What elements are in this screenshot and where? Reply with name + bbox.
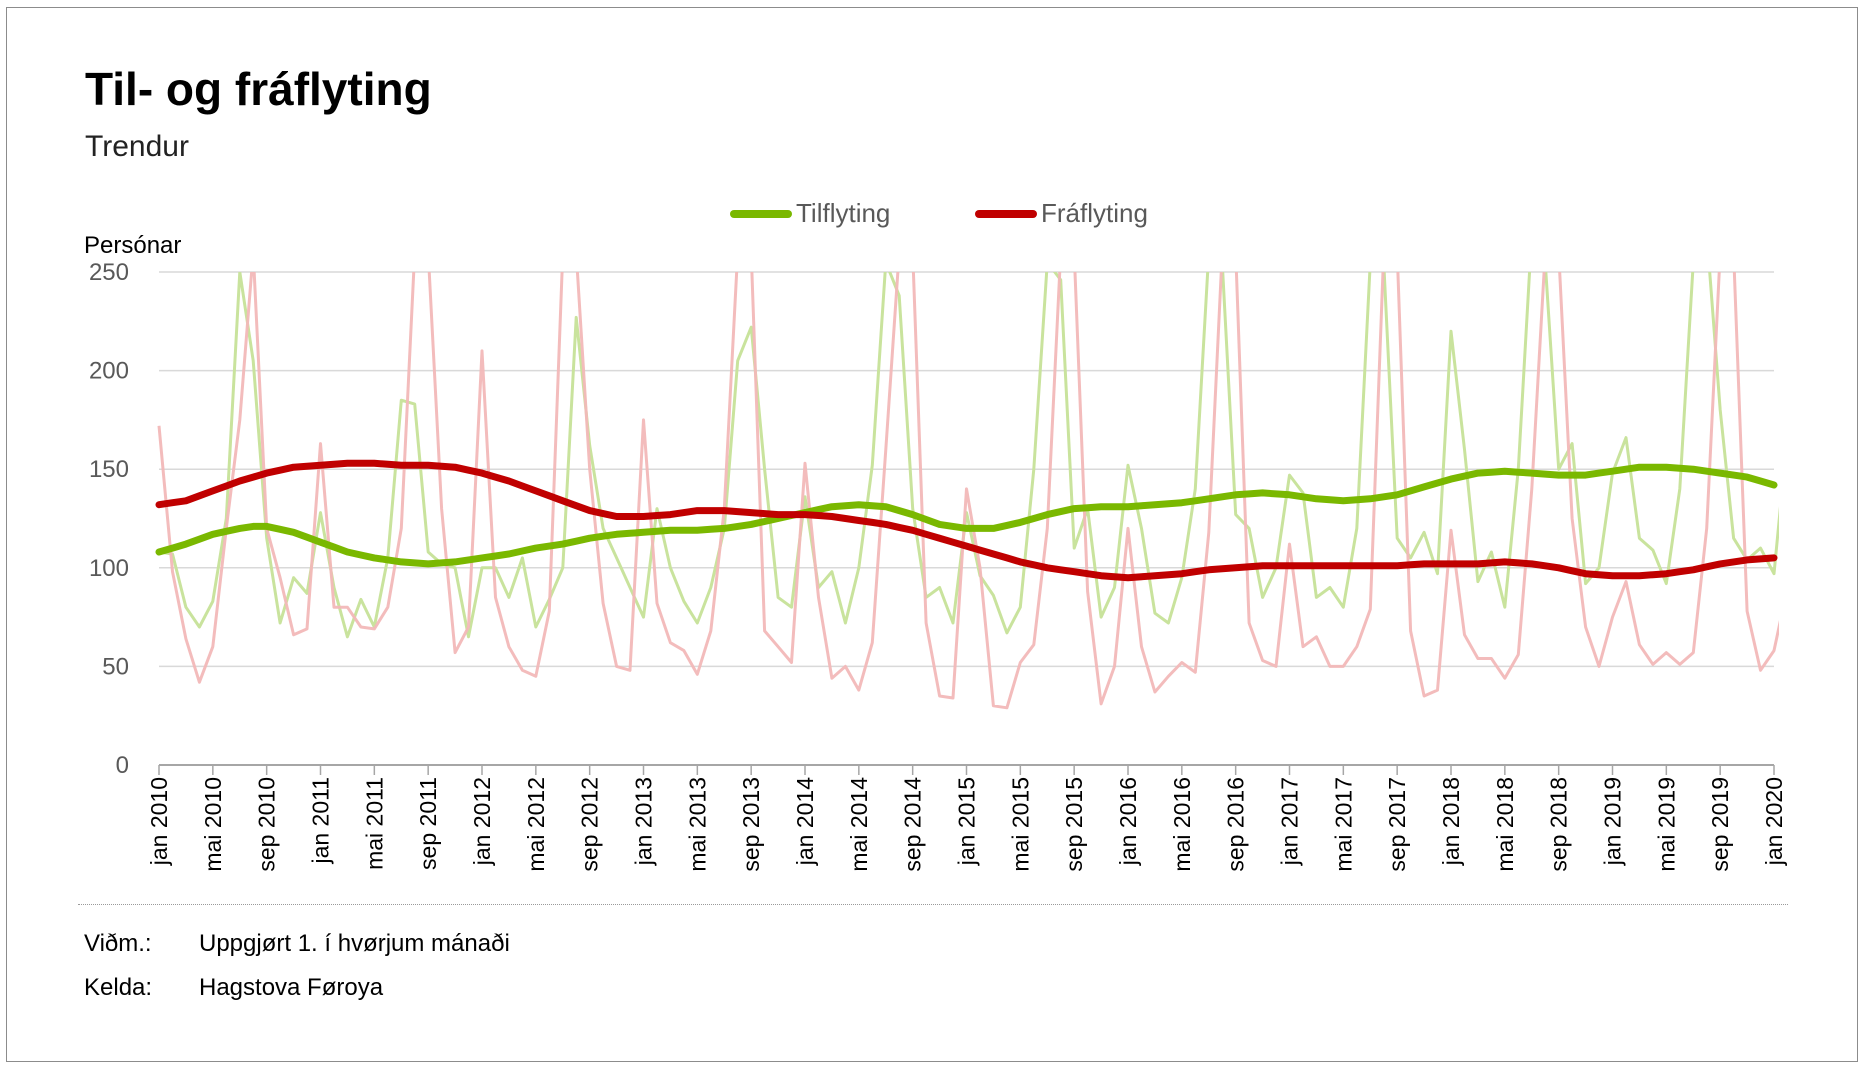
- legend-label-fraflyting: Fráflyting: [1041, 198, 1148, 228]
- footer-separator: [78, 904, 1788, 905]
- x-tick-label: mai 2018: [1492, 777, 1518, 872]
- x-tick-label: jan 2010: [146, 777, 172, 866]
- x-tick-label: jan 2013: [631, 777, 657, 866]
- note-key: Viðm.:: [84, 930, 152, 957]
- y-axis-label: Persónar: [84, 232, 182, 259]
- y-tick-label-50: 50: [102, 653, 129, 680]
- x-tick-label: mai 2016: [1169, 777, 1195, 872]
- legend-item-fraflyting[interactable]: Fráflyting: [975, 198, 1148, 229]
- x-tick-label: jan 2015: [954, 777, 980, 866]
- series-line-fraflyting-trend: [155, 459, 1778, 582]
- x-tick-label: jan 2012: [469, 777, 495, 866]
- source-key: Kelda:: [84, 974, 153, 1001]
- x-tick-label: sep 2012: [577, 777, 603, 872]
- x-tick-label: sep 2011: [415, 777, 441, 870]
- x-tick-label: jan 2011: [308, 777, 334, 865]
- y-tick-label-100: 100: [89, 555, 129, 582]
- note-value: Uppgjørt 1. í hvørjum mánaði: [199, 930, 510, 957]
- x-tick-label: sep 2017: [1384, 777, 1410, 872]
- x-tick-label: mai 2013: [684, 777, 710, 872]
- x-tick-label: sep 2015: [1061, 777, 1087, 872]
- x-tick-label: mai 2019: [1653, 777, 1679, 872]
- legend: Tilflyting Fráflyting: [0, 198, 1865, 238]
- x-tick-label: sep 2010: [254, 777, 280, 872]
- chart-title: Til- og fráflyting: [85, 63, 432, 115]
- y-tick-label-250: 250: [89, 259, 129, 286]
- x-tick-label: sep 2018: [1546, 777, 1572, 872]
- x-tick-label: mai 2011: [361, 777, 387, 870]
- x-tick-label: mai 2017: [1330, 777, 1356, 872]
- legend-label-tilflyting: Tilflyting: [796, 198, 891, 228]
- x-tick-label: sep 2014: [900, 777, 926, 872]
- x-tick-label: jan 2017: [1277, 777, 1303, 866]
- x-tick-label: jan 2020: [1761, 777, 1787, 866]
- x-tick-label: jan 2019: [1600, 777, 1626, 866]
- footer-source: Kelda: Hagstova Føroya: [84, 974, 383, 1002]
- y-tick-label-200: 200: [89, 358, 129, 385]
- chart-subtitle: Trendur: [85, 130, 189, 163]
- x-tick-label: mai 2010: [200, 777, 226, 872]
- x-tick-label: jan 2018: [1438, 777, 1464, 866]
- x-tick-label: sep 2013: [738, 777, 764, 872]
- y-tick-label-150: 150: [89, 456, 129, 483]
- legend-swatch-fraflyting: [975, 209, 1037, 218]
- x-tick-label: sep 2019: [1707, 777, 1733, 872]
- source-value: Hagstova Føroya: [199, 974, 384, 1001]
- series-line-tilflyting-trend: [155, 463, 1778, 568]
- x-tick-label: jan 2014: [792, 777, 818, 866]
- series-line-tilflyting-monthly: [158, 272, 1779, 639]
- series-line-fraflyting-monthly: [157, 272, 1779, 710]
- x-tick-label: mai 2014: [846, 777, 872, 872]
- x-tick-label: jan 2016: [1115, 777, 1141, 866]
- x-tick-label: mai 2015: [1007, 777, 1033, 872]
- x-tick-label: sep 2016: [1223, 777, 1249, 872]
- footer-note: Viðm.: Uppgjørt 1. í hvørjum mánaði: [84, 930, 510, 958]
- legend-item-tilflyting[interactable]: Tilflyting: [730, 198, 890, 229]
- x-tick-label: mai 2012: [523, 777, 549, 872]
- y-tick-label-0: 0: [116, 752, 129, 779]
- legend-swatch-tilflyting: [730, 209, 792, 218]
- raw-series-group: [157, 272, 1779, 710]
